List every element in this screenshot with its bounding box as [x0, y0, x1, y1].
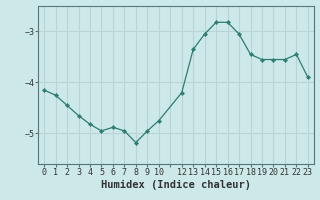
X-axis label: Humidex (Indice chaleur): Humidex (Indice chaleur)	[101, 180, 251, 190]
